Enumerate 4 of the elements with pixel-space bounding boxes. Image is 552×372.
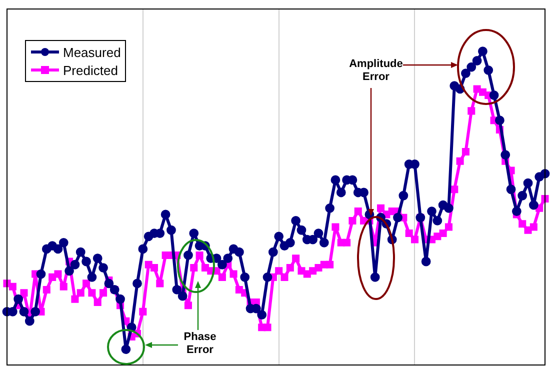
legend-label: Predicted [63, 62, 118, 78]
annotation: Phase Error [182, 331, 218, 357]
legend-label: Measured [63, 44, 121, 60]
annotation: Amplitude Error [348, 58, 404, 84]
